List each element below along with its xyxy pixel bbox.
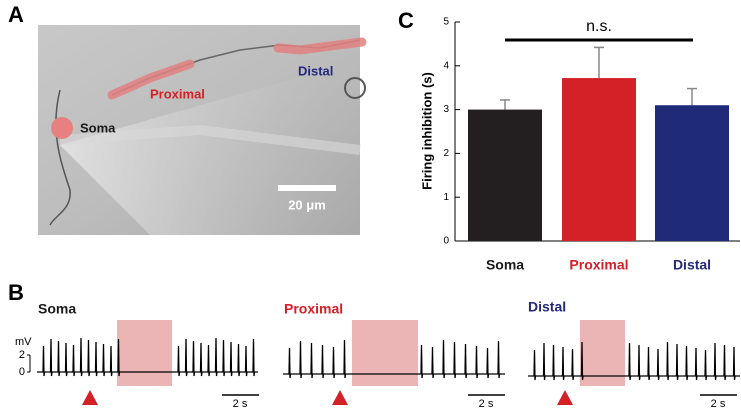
mv-tick-label: 0 bbox=[19, 366, 25, 378]
y-axis-label: Firing inhibition (s) bbox=[419, 72, 434, 190]
mv-tick-label: 2 bbox=[19, 349, 25, 361]
y-tick-label: 3 bbox=[443, 104, 449, 115]
annotation: n.s. bbox=[586, 18, 612, 35]
bar bbox=[562, 78, 636, 242]
x-tick-label: Soma bbox=[486, 257, 524, 273]
panel-label: A bbox=[8, 2, 24, 27]
y-tick-label: 5 bbox=[443, 17, 449, 28]
image-label: Soma bbox=[80, 120, 116, 135]
time-scale-label: 2 s bbox=[711, 398, 726, 410]
x-tick-label: Proximal bbox=[569, 257, 628, 273]
voltage-trace bbox=[37, 337, 258, 377]
time-scale-label: 2 s bbox=[233, 398, 248, 410]
trace-label: Proximal bbox=[284, 301, 343, 317]
y-tick-label: 2 bbox=[443, 148, 449, 159]
stimulus-marker bbox=[82, 390, 98, 405]
stimulus-window bbox=[580, 320, 625, 386]
stimulus-marker bbox=[332, 390, 348, 405]
image-label: Proximal bbox=[150, 86, 205, 101]
stimulus-window bbox=[352, 320, 418, 386]
mv-unit: mV bbox=[15, 336, 32, 348]
voltage-trace bbox=[528, 341, 740, 381]
bar bbox=[468, 109, 542, 241]
stimulus-marker bbox=[557, 390, 573, 405]
x-tick-label: Distal bbox=[673, 257, 711, 273]
voltage-trace bbox=[283, 339, 505, 379]
y-tick-label: 0 bbox=[443, 236, 449, 247]
stimulus-window bbox=[117, 320, 172, 386]
y-tick-label: 1 bbox=[443, 192, 449, 203]
y-tick-label: 4 bbox=[443, 60, 449, 71]
trace-label: Soma bbox=[38, 301, 76, 317]
time-scale-label: 2 s bbox=[479, 398, 494, 410]
bar bbox=[655, 105, 729, 241]
panel-label: B bbox=[8, 280, 24, 305]
micrograph bbox=[38, 25, 367, 235]
scale-bar-label: 20 μm bbox=[288, 197, 326, 212]
panel-label: C bbox=[398, 8, 414, 33]
image-label: Distal bbox=[298, 63, 333, 78]
trace-label: Distal bbox=[528, 299, 566, 315]
